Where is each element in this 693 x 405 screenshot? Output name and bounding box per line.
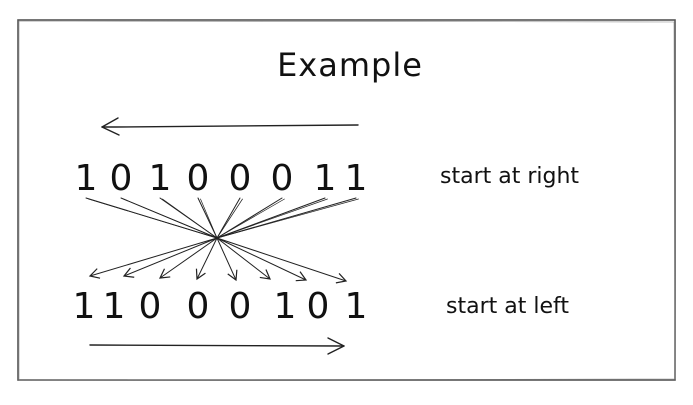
top-bit-6: 0 [271,158,294,199]
right-pointing-arrow [89,344,345,347]
convergence-line-6 [216,197,283,239]
right-arrow-head [327,337,345,355]
diagram-title: Example [277,46,423,84]
divergence-arrow-1 [88,237,218,279]
top-bit-4: 0 [187,158,210,199]
divergence-arrow-3 [158,237,218,279]
divergence-arrow-5 [216,237,238,282]
left-arrow-head [101,117,120,136]
convergence-line-1-b [88,198,218,239]
bottom-bit-2: 1 [103,286,126,327]
top-row-label: start at right [440,164,579,189]
bottom-bit-7: 0 [307,286,330,327]
bottom-bit-1: 1 [73,286,96,327]
convergence-line-4-b [200,198,218,239]
divergence-arrow-6 [216,237,271,280]
convergence-line-6-b [216,198,285,239]
divergence-arrows [88,237,348,284]
bottom-bit-3: 0 [139,286,162,327]
top-bit-5: 0 [229,158,252,199]
bottom-row-label: start at left [446,294,569,319]
bottom-bit-6: 1 [274,286,297,327]
top-bit-2: 0 [110,158,133,199]
top-bit-7: 1 [314,158,337,199]
top-bit-3: 1 [149,158,172,199]
convergence-line-2-b [123,198,218,239]
frame [17,19,676,381]
convergence-lines [85,197,359,239]
top-bit-1: 1 [75,158,98,199]
left-pointing-arrow [101,124,359,128]
convergence-line-5-b [216,198,243,239]
bottom-bit-4: 0 [187,286,210,327]
bottom-bit-5: 0 [229,286,252,327]
convergence-line-8-b [216,198,359,239]
top-bit-8: 1 [345,158,368,199]
bottom-bit-8: 1 [345,286,368,327]
divergence-arrow-8 [216,237,348,284]
convergence-line-5 [216,197,241,239]
divergence-arrow-4 [195,237,218,281]
convergence-line-3-b [162,198,218,239]
divergence-arrow-2 [122,237,218,278]
divergence-arrow-7 [216,237,308,282]
convergence-line-7-b [216,198,328,239]
